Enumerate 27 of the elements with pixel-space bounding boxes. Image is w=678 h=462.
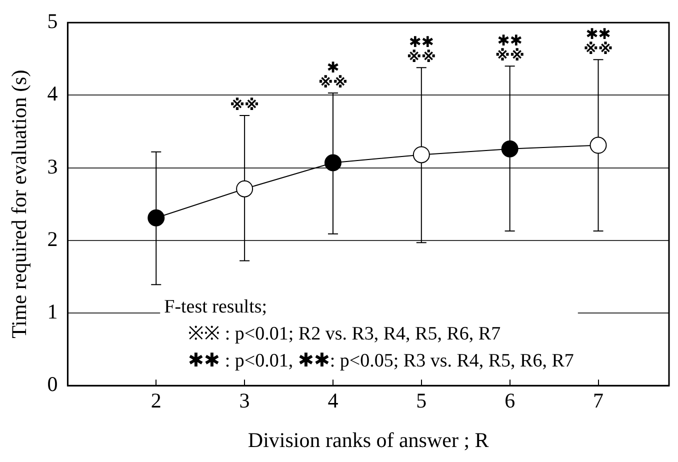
y-tick-label: 2	[47, 226, 58, 251]
annotation: ✱✱ : p<0.01, ✱✱: p<0.05; R3 vs. R4, R5, R6, R7	[188, 350, 574, 372]
annotation: ※※	[230, 96, 260, 114]
annotation: F-test results;	[164, 296, 268, 318]
y-tick-label: 5	[47, 9, 58, 34]
point	[148, 209, 165, 226]
x-tick-label: 7	[593, 388, 604, 413]
x-tick-label: 3	[239, 388, 250, 413]
y-tick-label: 1	[47, 300, 58, 324]
y-tick-label: 0	[47, 372, 58, 396]
point	[412, 146, 430, 164]
annotation: ※※	[584, 40, 613, 58]
y-axis-title: Time required for evaluation (s)	[7, 70, 32, 338]
x-tick-label: 5	[416, 388, 427, 413]
x-tick-label: 4	[328, 388, 339, 413]
point	[590, 136, 607, 154]
point	[236, 180, 254, 198]
annotation: ※※	[406, 48, 436, 66]
y-tick-label: 3	[47, 154, 58, 178]
annotation: ※※	[495, 46, 524, 65]
x-tick-label: 2	[150, 388, 162, 413]
point	[324, 154, 342, 172]
point	[501, 140, 518, 158]
annotation: ※※ : p<0.01; R2 vs. R3, R4, R5, R6, R7	[188, 324, 501, 345]
x-axis-title: Division ranks of answer ; R	[248, 428, 489, 452]
x-tick-label: 6	[504, 388, 516, 413]
y-tick-label: 4	[47, 82, 58, 106]
